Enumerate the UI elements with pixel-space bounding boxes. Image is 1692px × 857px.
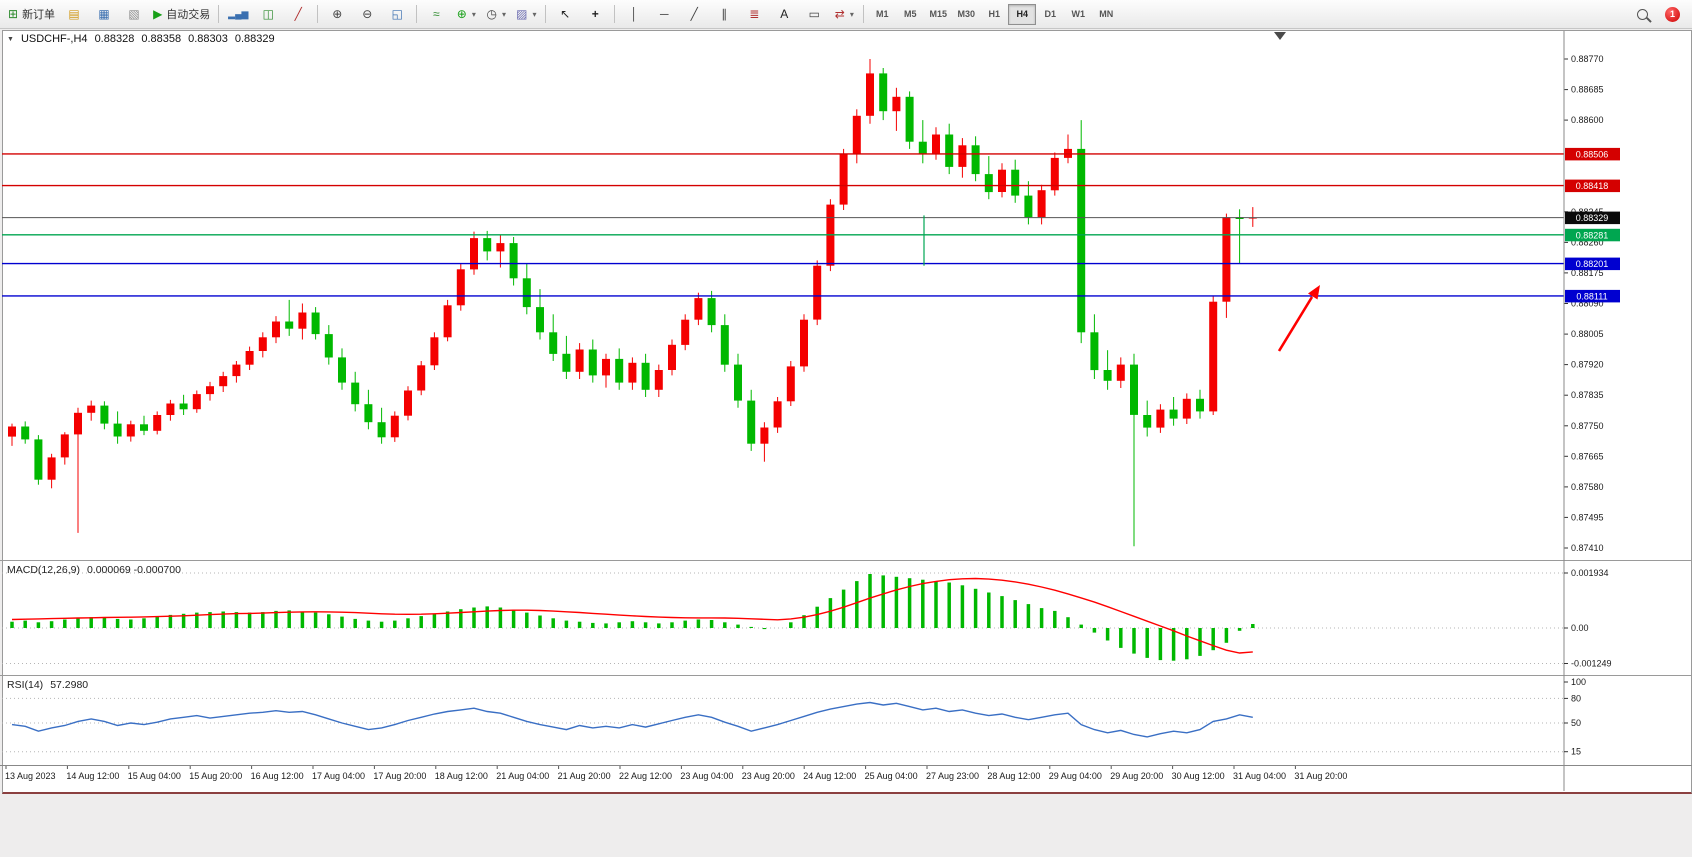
channel-icon: ∥ xyxy=(721,7,728,21)
timeframe-h4[interactable]: H4 xyxy=(1008,3,1037,25)
timeframe-m15[interactable]: M15 xyxy=(929,9,948,19)
trendline-icon: ╱ xyxy=(690,7,698,21)
timeframe-h1[interactable]: H1 xyxy=(988,9,1001,19)
crosshair-icon: + xyxy=(591,7,599,21)
zoom-out-icon: ⊖ xyxy=(362,7,373,21)
auto-trading-label: 自动交易 xyxy=(166,9,211,21)
tile-windows-button[interactable]: ◱ xyxy=(382,2,412,26)
notification-badge[interactable]: 1 xyxy=(1665,6,1680,22)
zoom-in-button[interactable]: ⊕ xyxy=(322,2,352,26)
line-chart-icon: ╱ xyxy=(294,7,302,21)
new-order-button[interactable]: ⊞ 新订单 xyxy=(4,2,59,26)
ohlc-open: 0.88328 xyxy=(94,33,135,45)
toolbar-separator xyxy=(416,5,418,23)
price-axis[interactable] xyxy=(1564,31,1690,765)
rsi-panel-splitter[interactable] xyxy=(0,673,1692,677)
macd-values: 0.000069 -0.000700 xyxy=(86,564,181,576)
macd-indicator-label: MACD(12,26,9) 0.000069 -0.000700 xyxy=(7,564,181,576)
fibonacci-icon: ≣ xyxy=(749,7,760,21)
main-chart-surface[interactable] xyxy=(2,31,1562,559)
chevron-down-icon: ▾ xyxy=(849,9,854,19)
text-icon: A xyxy=(780,7,789,21)
clock-icon: ◷ xyxy=(486,7,498,21)
timeframe-mn[interactable]: MN xyxy=(1099,9,1114,19)
zoom-in-icon: ⊕ xyxy=(332,7,343,21)
channel-button[interactable]: ∥ xyxy=(709,2,739,26)
toolbar-separator xyxy=(863,5,865,23)
new-order-label: 新订单 xyxy=(22,9,56,21)
auto-trading-button[interactable]: ▶ 自动交易 xyxy=(149,2,214,26)
ohlc-high: 0.88358 xyxy=(141,33,182,45)
templates-icon: ▨ xyxy=(516,7,528,21)
cursor-icon: ↖ xyxy=(560,7,571,21)
timeframe-m1[interactable]: M1 xyxy=(876,9,889,19)
rsi-panel-surface[interactable] xyxy=(2,677,1562,765)
data-window-icon: ▦ xyxy=(98,7,110,21)
arrows-icon: ⇄ xyxy=(834,7,845,21)
rsi-indicator-label: RSI(14) 57.2980 xyxy=(7,679,88,691)
search-button[interactable] xyxy=(1627,2,1657,26)
cursor-button[interactable]: ↖ xyxy=(550,2,580,26)
new-order-icon: ⊞ xyxy=(8,7,19,21)
data-window-button[interactable]: ▦ xyxy=(89,2,119,26)
fibonacci-button[interactable]: ≣ xyxy=(739,2,769,26)
search-icon xyxy=(1636,8,1648,20)
tile-windows-icon: ◱ xyxy=(391,7,403,21)
add-indicator-icon: ⊕ xyxy=(456,7,467,21)
toolbar-separator xyxy=(317,5,319,23)
chevron-down-icon: ▾ xyxy=(502,9,507,19)
trendline-button[interactable]: ╱ xyxy=(679,2,709,26)
toolbar-separator xyxy=(218,5,220,23)
time-axis[interactable] xyxy=(2,766,1562,791)
timeframe-m30[interactable]: M30 xyxy=(957,9,976,19)
vertical-line-icon: │ xyxy=(630,7,639,21)
symbol-label: USDCHF-,H4 xyxy=(20,33,88,45)
ohlc-low: 0.88303 xyxy=(188,33,228,45)
navigator-button[interactable]: ▧ xyxy=(119,2,149,26)
ohlc-close: 0.88329 xyxy=(234,33,275,45)
label-button[interactable]: ▭ xyxy=(799,2,829,26)
chevron-down-icon: ▾ xyxy=(532,9,537,19)
timeframe-w1[interactable]: W1 xyxy=(1071,9,1086,19)
templates-button[interactable]: ▨ ▾ xyxy=(511,2,541,26)
bar-chart-button[interactable]: ▂▄▆ xyxy=(223,2,253,26)
indicators-button[interactable]: ≈ xyxy=(421,2,451,26)
vertical-line-button[interactable]: │ xyxy=(619,2,649,26)
auto-trading-icon: ▶ xyxy=(153,7,163,21)
periods-button[interactable]: ◷ ▾ xyxy=(481,2,511,26)
horizontal-line-icon: ─ xyxy=(660,7,669,21)
rsi-name: RSI(14) xyxy=(7,679,44,691)
chevron-down-icon: ▾ xyxy=(471,9,476,19)
indicators-icon: ≈ xyxy=(433,7,440,21)
macd-name: MACD(12,26,9) xyxy=(7,564,80,576)
label-icon: ▭ xyxy=(808,7,820,21)
candlestick-chart-icon: ◫ xyxy=(262,7,274,21)
crosshair-button[interactable]: + xyxy=(580,2,610,26)
timeframe-d1[interactable]: D1 xyxy=(1044,9,1057,19)
line-chart-button[interactable]: ╱ xyxy=(283,2,313,26)
arrows-button[interactable]: ⇄ ▾ xyxy=(829,2,859,26)
market-watch-button[interactable]: ▤ xyxy=(59,2,89,26)
add-indicator-button[interactable]: ⊕ ▾ xyxy=(451,2,481,26)
macd-panel-surface[interactable] xyxy=(2,562,1562,674)
toolbar-separator xyxy=(545,5,547,23)
chart-menu-icon[interactable]: ▼ xyxy=(7,35,14,43)
rsi-value: 57.2980 xyxy=(50,679,89,691)
candlestick-chart-button[interactable]: ◫ xyxy=(253,2,283,26)
macd-panel-splitter[interactable] xyxy=(0,558,1692,562)
zoom-out-button[interactable]: ⊖ xyxy=(352,2,382,26)
toolbar: ⊞ 新订单 ▤ ▦ ▧ ▶ 自动交易 ▂▄▆ ◫ ╱ ⊕ ⊖ ◱ ≈ ⊕ ▾ ◷ ▾… xyxy=(0,0,1692,29)
chart-title-bar: ▼ USDCHF-,H4 0.88328 0.88358 0.88303 0.8… xyxy=(7,33,275,45)
text-button[interactable]: A xyxy=(769,2,799,26)
navigator-icon: ▧ xyxy=(128,7,140,21)
timeframe-m5[interactable]: M5 xyxy=(904,9,917,19)
toolbar-separator xyxy=(614,5,616,23)
market-watch-icon: ▤ xyxy=(68,7,80,21)
horizontal-line-button[interactable]: ─ xyxy=(649,2,679,26)
bar-chart-icon: ▂▄▆ xyxy=(228,8,249,19)
